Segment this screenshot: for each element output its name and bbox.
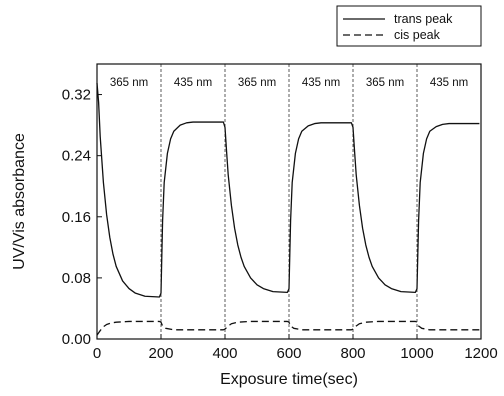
y-tick-label: 0.24 (62, 148, 91, 165)
y-axis-title: UV/Vis absorbance (11, 133, 28, 270)
segment-label: 365 nm (366, 77, 404, 89)
x-axis-title: Exposure time(sec) (220, 371, 358, 388)
legend-label: trans peak (394, 12, 453, 26)
ticks: 0 200 400 600 800 1000 1200 0.00 0.08 0.16 0.24 0.3… (62, 87, 498, 362)
segment-label: 435 nm (174, 77, 212, 89)
legend-label: cis peak (394, 28, 441, 42)
x-tick-label: 0 (93, 345, 101, 362)
y-tick-label: 0.00 (62, 331, 91, 348)
x-tick-label: 200 (148, 345, 173, 362)
segment-label: 435 nm (430, 77, 468, 89)
x-tick-label: 400 (212, 345, 237, 362)
y-tick-label: 0.16 (62, 209, 91, 226)
segment-label: 435 nm (302, 77, 340, 89)
x-tick-label: 800 (340, 345, 365, 362)
legend-box (336, 5, 482, 47)
y-tick-label: 0.32 (62, 87, 91, 104)
x-tick-label: 600 (276, 345, 301, 362)
legend: trans peak cis peak (336, 5, 482, 47)
segment-label: 365 nm (110, 77, 148, 89)
segment-label: 365 nm (238, 77, 276, 89)
y-tick-label: 0.08 (62, 270, 91, 287)
segment-labels: 365 nm 435 nm 365 nm 435 nm 365 nm 435 nm (110, 77, 468, 89)
x-tick-label: 1200 (464, 345, 497, 362)
series-group (96, 83, 480, 336)
x-tick-label: 1000 (400, 345, 433, 362)
segment-dividers (160, 64, 418, 339)
trans-peak-line (96, 83, 480, 298)
